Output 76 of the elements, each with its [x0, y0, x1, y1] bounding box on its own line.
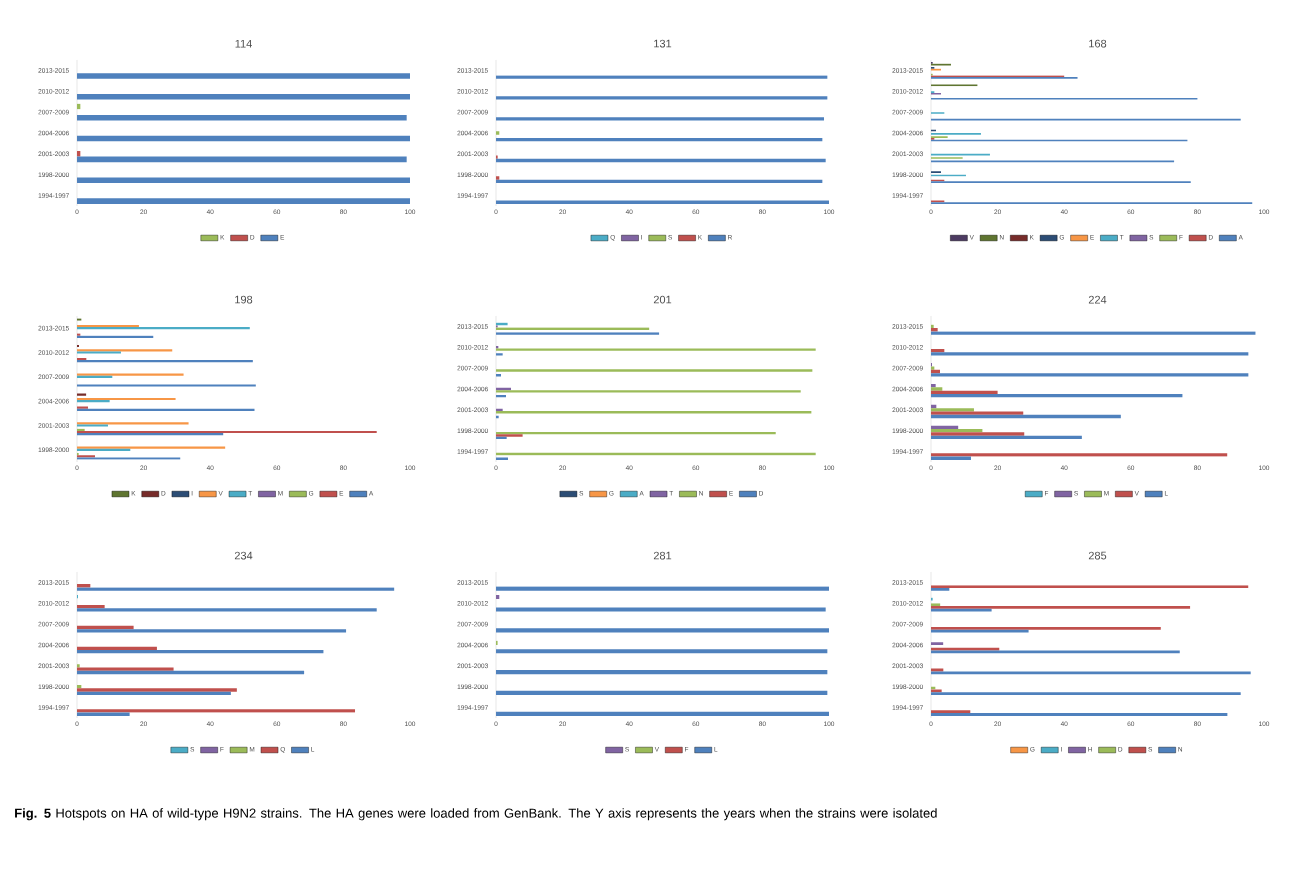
bar [77, 327, 250, 330]
bar [77, 430, 377, 434]
bar [77, 384, 256, 387]
bar [931, 642, 944, 645]
bar [77, 424, 108, 427]
bar [496, 96, 828, 100]
bar [77, 400, 110, 403]
bar [496, 607, 826, 612]
chart-title: 281 [653, 551, 672, 560]
chart-title: 198 [235, 295, 253, 304]
bar [931, 626, 1161, 630]
chart-title: 168 [1089, 39, 1107, 48]
bar [496, 711, 829, 716]
bar [77, 709, 356, 713]
bar [496, 179, 823, 184]
bar [931, 387, 943, 391]
bar [496, 158, 826, 163]
bar [77, 457, 181, 460]
bar [496, 670, 828, 675]
bar [496, 628, 829, 633]
bar [77, 408, 255, 411]
bar [77, 324, 139, 328]
chart-title: 234 [234, 551, 253, 560]
chart-title: 131 [654, 39, 672, 48]
text: Fig. 5 Hotspots on HA of wild-type H9N2 strains. The HA genes were loaded from GenBank. The Y axis represents the years when the strains were isolated [15, 808, 937, 821]
chart-title: 114 [235, 39, 252, 48]
bar [931, 414, 1121, 419]
bar [77, 587, 395, 591]
bar [931, 408, 974, 412]
bar [77, 446, 226, 449]
bar [496, 353, 503, 356]
bar [496, 117, 825, 121]
bar [931, 587, 950, 591]
bar [496, 434, 523, 437]
bar [77, 156, 407, 163]
bar [77, 629, 347, 633]
bar [77, 114, 407, 121]
bar [77, 433, 224, 436]
bar [931, 608, 992, 612]
bar [931, 713, 1228, 716]
bar [77, 397, 176, 401]
bar [77, 335, 154, 338]
bar [931, 352, 1249, 356]
bar [931, 432, 1025, 436]
bar [77, 360, 253, 363]
chart-title: 224 [1088, 295, 1107, 304]
bar [496, 348, 816, 351]
bar [77, 608, 377, 612]
bar [931, 689, 942, 693]
bar [496, 369, 813, 372]
bar [496, 390, 801, 393]
bar [931, 671, 1251, 675]
chart-title: 201 [653, 295, 672, 304]
bar [77, 94, 411, 100]
bar [77, 351, 121, 354]
bar [931, 710, 971, 714]
bar [931, 692, 1241, 696]
chart-title: 285 [1088, 551, 1107, 560]
bar [77, 349, 173, 352]
bar [931, 606, 1191, 609]
bar [77, 373, 184, 376]
bar [77, 688, 237, 692]
bar [77, 73, 411, 79]
bar [931, 373, 1249, 377]
bar [496, 200, 829, 204]
bar [496, 75, 828, 79]
bar [77, 448, 131, 451]
bar [496, 690, 828, 696]
bar [496, 586, 829, 591]
bar [77, 177, 411, 184]
bar [496, 137, 823, 142]
bar [496, 649, 828, 654]
bar [77, 198, 411, 204]
bar [77, 422, 189, 425]
bar [77, 135, 411, 142]
bar [931, 647, 1000, 651]
